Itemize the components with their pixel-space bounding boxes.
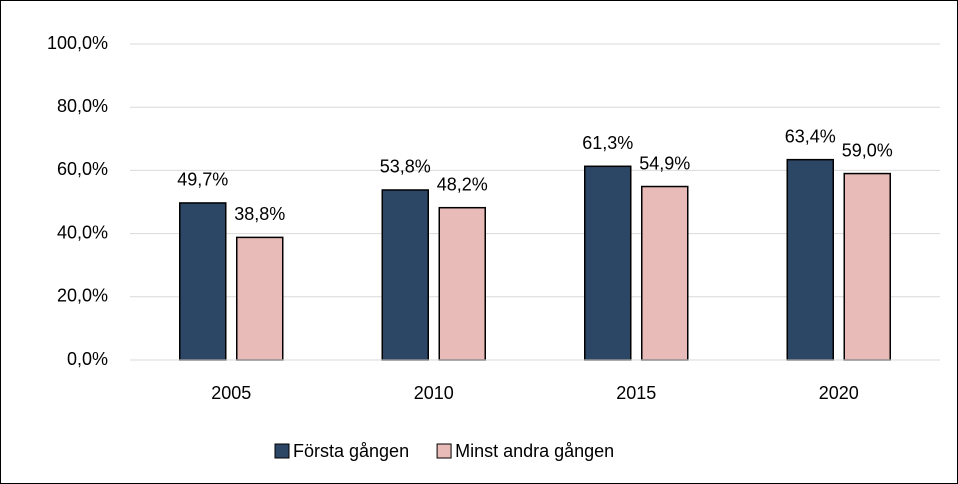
- bar: [236, 236, 284, 361]
- x-tick-label: 2020: [819, 383, 859, 403]
- legend-label: Minst andra gången: [455, 441, 614, 461]
- data-label: 61,3%: [582, 133, 633, 153]
- data-label: 38,8%: [234, 204, 285, 224]
- y-tick-label: 60,0%: [57, 159, 108, 179]
- bar: [843, 172, 891, 361]
- x-tick-label: 2015: [616, 383, 656, 403]
- y-tick-label: 80,0%: [57, 96, 108, 116]
- bar: [786, 158, 834, 361]
- x-tick-label: 2010: [414, 383, 454, 403]
- data-label: 59,0%: [842, 140, 893, 160]
- bar: [438, 206, 486, 361]
- legend-label: Första gången: [293, 441, 409, 461]
- data-label: 53,8%: [380, 157, 431, 177]
- legend-swatch: [436, 443, 452, 459]
- bar: [641, 185, 689, 361]
- bar: [381, 189, 429, 361]
- data-label: 63,4%: [785, 126, 836, 146]
- y-tick-label: 0,0%: [67, 349, 108, 369]
- data-label: 48,2%: [437, 174, 488, 194]
- legend-swatch: [274, 443, 290, 459]
- data-label: 54,9%: [639, 153, 690, 173]
- bar: [584, 165, 632, 361]
- y-tick-label: 40,0%: [57, 222, 108, 242]
- data-label: 49,7%: [177, 170, 228, 190]
- y-tick-label: 20,0%: [57, 286, 108, 306]
- bar: [179, 202, 227, 361]
- y-tick-label: 100,0%: [47, 33, 108, 53]
- x-tick-label: 2005: [211, 383, 251, 403]
